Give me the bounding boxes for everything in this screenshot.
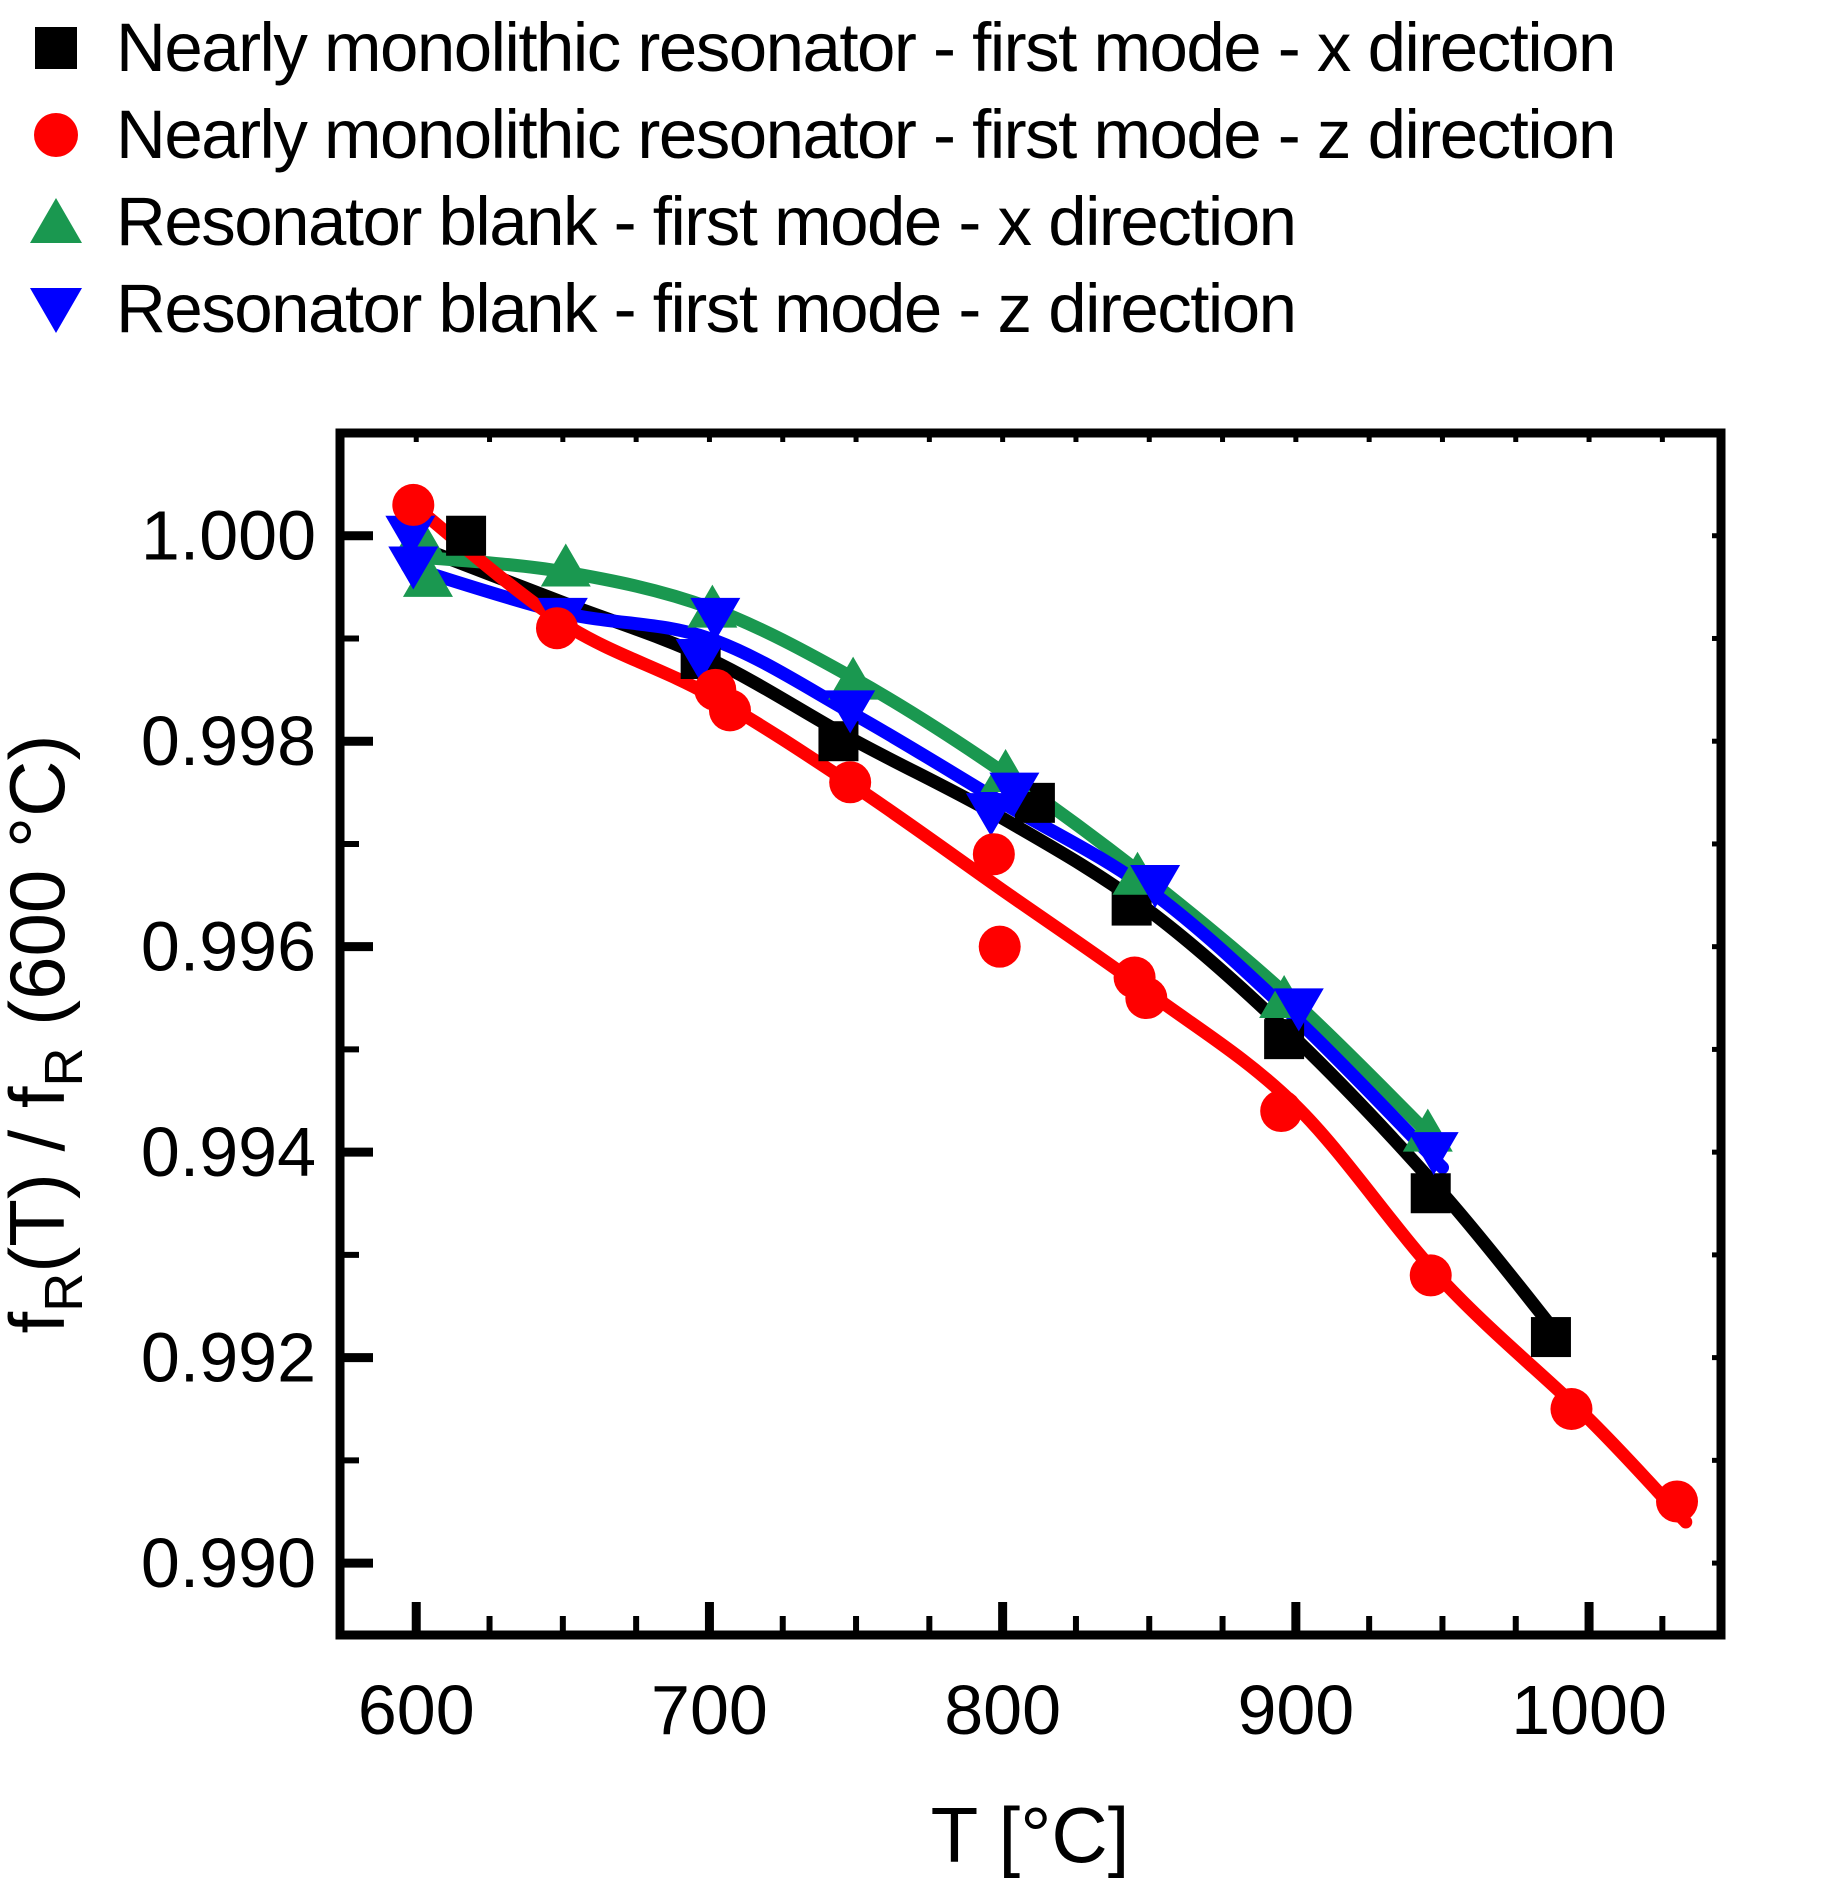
- legend-label: Resonator blank - first mode - z directi…: [116, 270, 1297, 347]
- blue-triangle-down-icon: [26, 281, 86, 337]
- legend-item: Nearly monolithic resonator - first mode…: [26, 4, 1616, 91]
- y-tick-label: 0.990: [141, 1524, 316, 1602]
- y-tick-label: 0.994: [141, 1113, 316, 1191]
- x-axis-title: T [°C]: [931, 1791, 1130, 1879]
- fit-line: [400, 560, 1449, 1175]
- green-triangle-up-icon: [26, 194, 86, 250]
- plot-frame: [335, 428, 1726, 1640]
- y-tick-label: 1.000: [141, 497, 316, 575]
- tick-labels: 600 700 800 900 1000 1.000 0.998 0.996 0.994 0.99…: [141, 497, 1667, 1749]
- x-tick-label: 600: [358, 1671, 475, 1749]
- y-tick-label: 0.998: [141, 702, 316, 780]
- legend-label: Nearly monolithic resonator - first mode…: [116, 9, 1616, 86]
- chart-legend: Nearly monolithic resonator - first mode…: [26, 4, 1616, 352]
- black-square-icon: [26, 20, 86, 76]
- legend-label: Resonator blank - first mode - x directi…: [116, 183, 1297, 260]
- y-tick-label: 0.996: [141, 908, 316, 986]
- legend-item: Nearly monolithic resonator - first mode…: [26, 91, 1616, 178]
- legend-item: Resonator blank - first mode - z directi…: [26, 265, 1615, 352]
- fit-line: [406, 498, 1693, 1529]
- series-markers: [392, 483, 1699, 1523]
- red-circle-icon: [26, 107, 86, 163]
- legend-item: Resonator blank - first mode - x directi…: [26, 178, 1615, 265]
- legend-label: Nearly monolithic resonator - first mode…: [116, 96, 1616, 173]
- x-tick-label: 900: [1237, 1671, 1354, 1749]
- x-tick-label: 700: [651, 1671, 768, 1749]
- y-axis-title: fR(T) / fR (600 °C): [0, 735, 94, 1334]
- data-series: [385, 483, 1699, 1529]
- series-markers: [385, 515, 1459, 1176]
- x-tick-label: 800: [944, 1671, 1061, 1749]
- y-tick-label: 0.992: [141, 1319, 316, 1397]
- x-tick-label: 1000: [1511, 1671, 1667, 1749]
